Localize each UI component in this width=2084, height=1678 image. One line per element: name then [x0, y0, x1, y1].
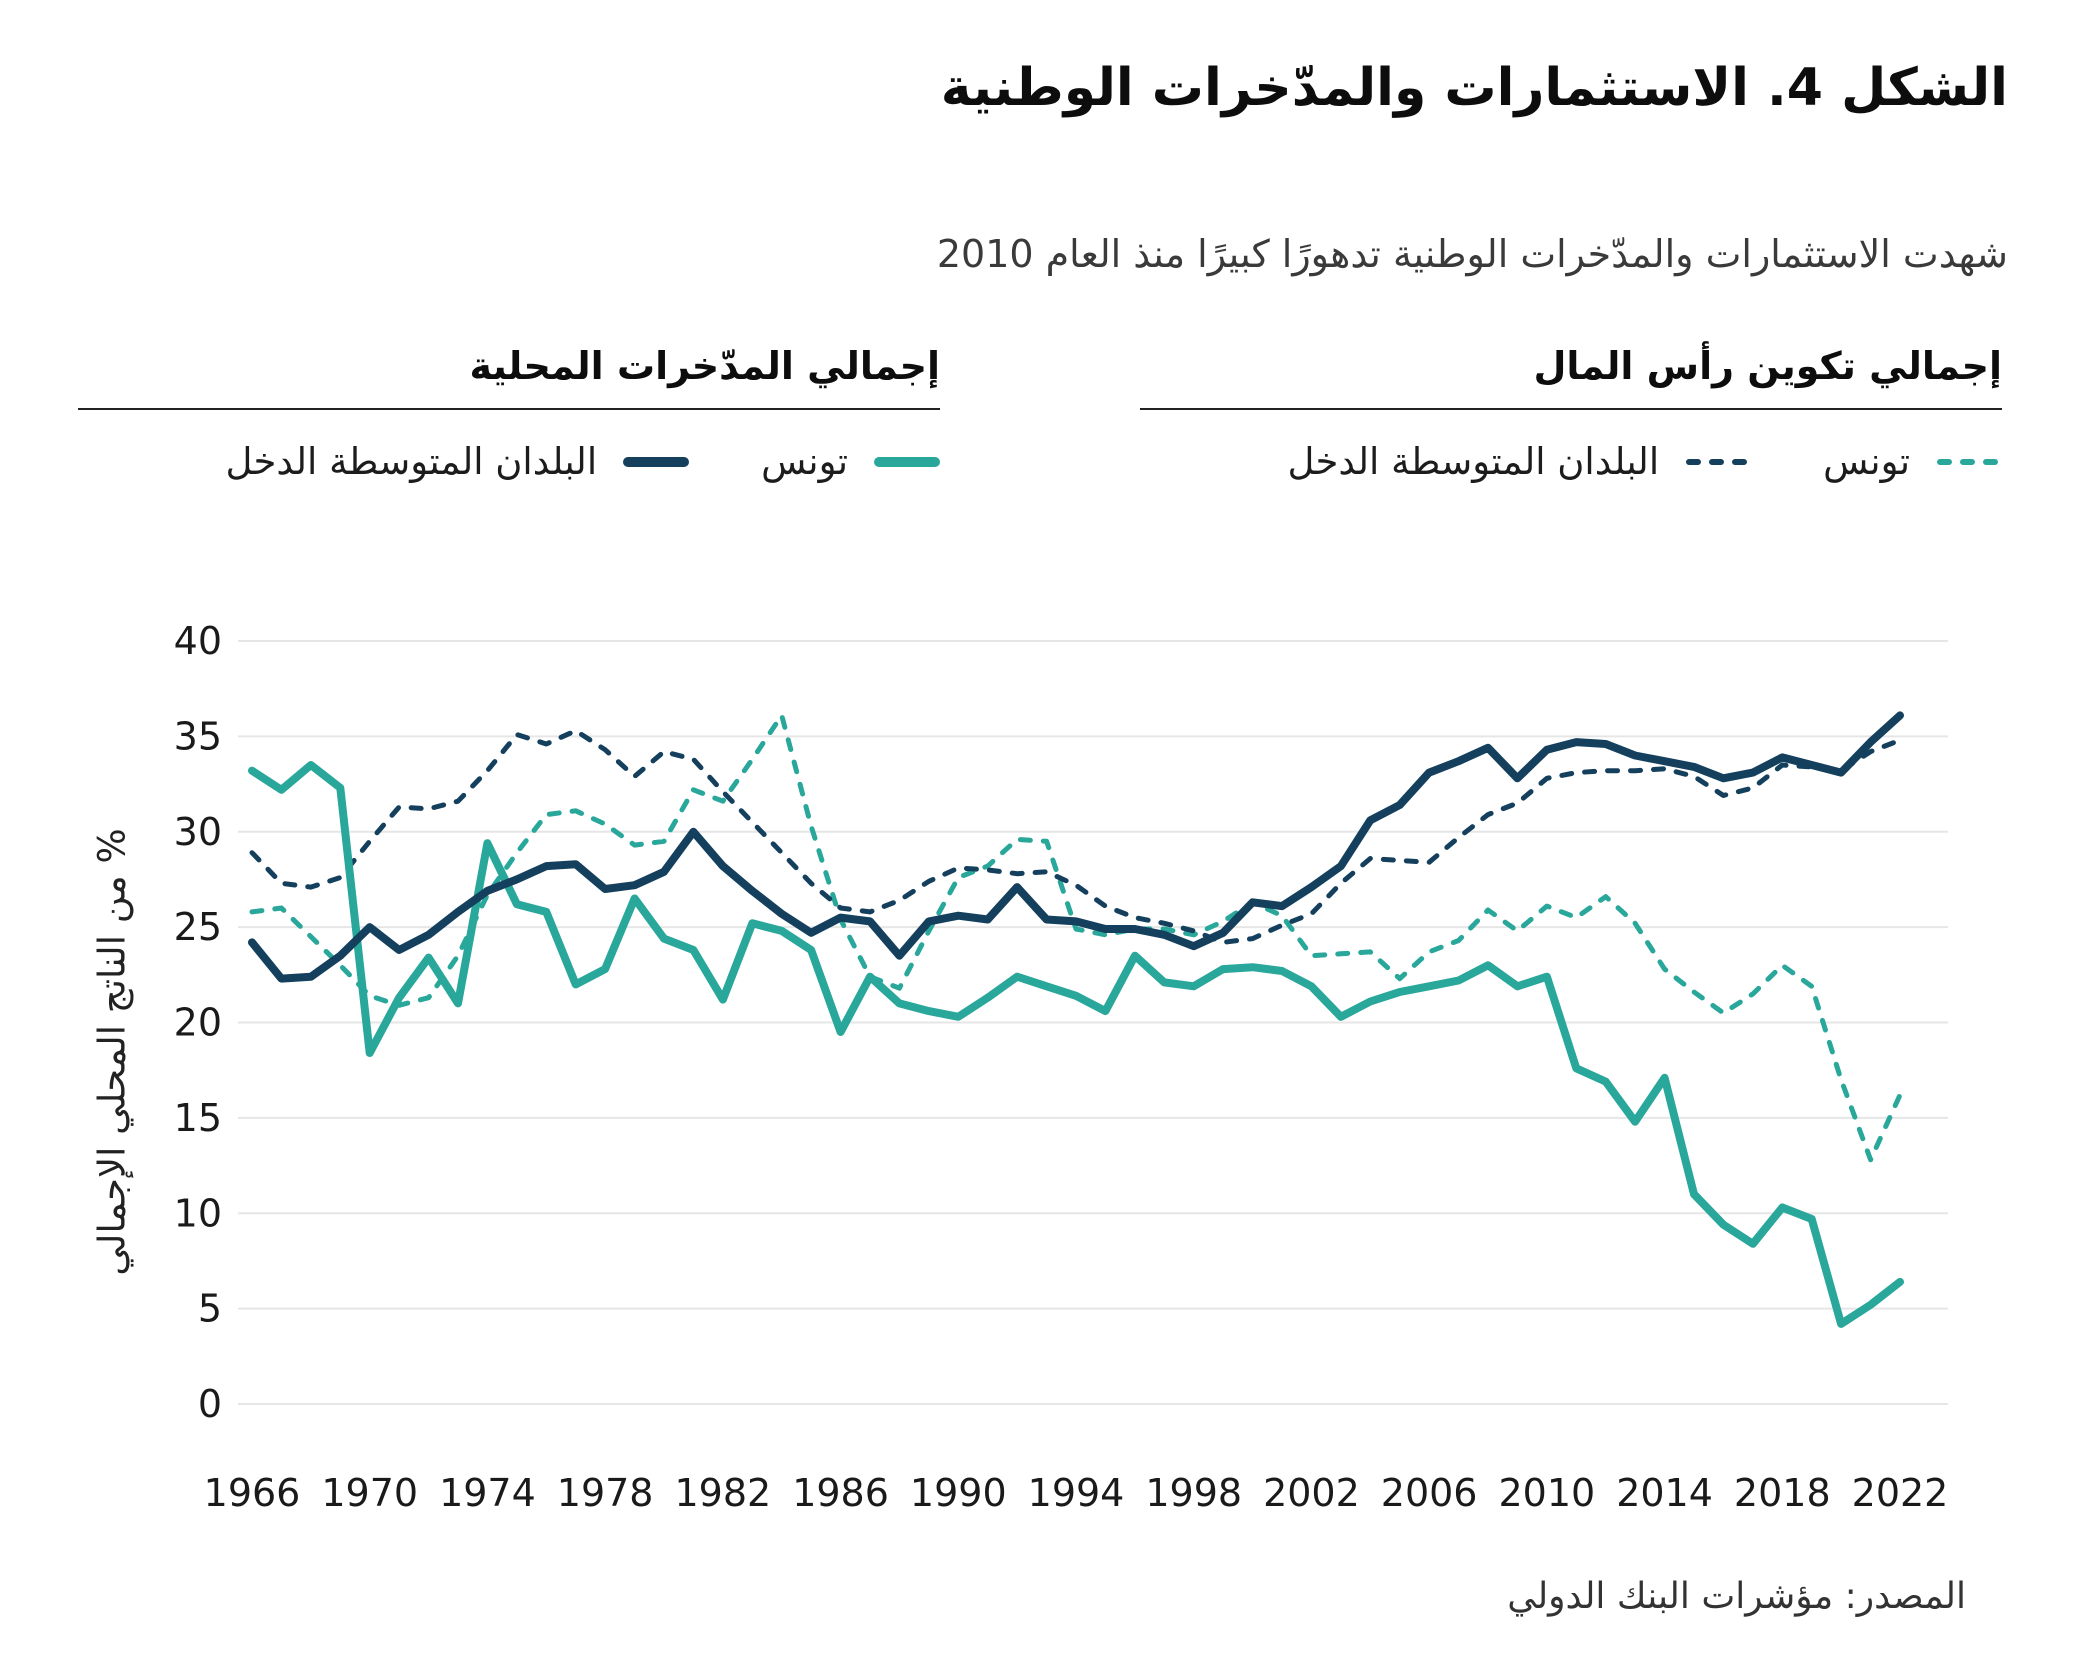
dashed-line-swatch-teal-icon [1937, 458, 2001, 465]
svg-text:2010: 2010 [1498, 1471, 1595, 1515]
legend-divider [78, 408, 940, 410]
legend-items: تونس البلدان المتوسطة الدخل [1140, 440, 2002, 483]
series-line-tunisia-gds [248, 761, 1904, 1328]
svg-text:10: 10 [174, 1191, 222, 1235]
svg-text:35: 35 [174, 714, 222, 758]
legend-item-mic-gcf: البلدان المتوسطة الدخل [1287, 440, 1751, 483]
legend-item-tunisia-gds: تونس [761, 440, 940, 483]
legend-group-title: إجمالي المدّخرات المحلية [469, 344, 940, 388]
legend-items: تونس البلدان المتوسطة الدخل [78, 440, 940, 483]
legend-group-title: إجمالي تكوين رأس المال [1533, 344, 2002, 388]
solid-line-swatch-teal-icon [874, 456, 940, 467]
x-tick-labels: 1966 1970 1974 1978 1982 1986 1990 1994 1998 2002… [204, 1471, 1949, 1515]
svg-text:1990: 1990 [910, 1471, 1007, 1515]
svg-text:1966: 1966 [204, 1471, 301, 1515]
svg-text:1982: 1982 [674, 1471, 771, 1515]
legend-group-capital-formation: إجمالي تكوين رأس المال تونس البلدان المت… [1140, 344, 2002, 483]
svg-text:1974: 1974 [439, 1471, 536, 1515]
svg-text:20: 20 [174, 1001, 222, 1045]
svg-text:1978: 1978 [557, 1471, 654, 1515]
legend-item-mic-gds: البلدان المتوسطة الدخل [225, 440, 690, 483]
svg-text:0: 0 [198, 1382, 222, 1426]
svg-text:30: 30 [174, 810, 222, 854]
solid-line-swatch-navy-icon [623, 456, 690, 467]
svg-text:1994: 1994 [1028, 1471, 1125, 1515]
svg-text:2014: 2014 [1616, 1471, 1713, 1515]
series-line-mic-gcf [249, 728, 1903, 945]
legend-label: تونس [761, 440, 848, 483]
legend-group-domestic-savings: إجمالي المدّخرات المحلية تونس البلدان ال… [78, 344, 940, 483]
svg-text:15: 15 [174, 1096, 222, 1140]
svg-text:2022: 2022 [1852, 1471, 1949, 1515]
y-tick-labels: 0 5 10 15 20 25 30 35 40 [174, 619, 222, 1426]
legend-divider [1140, 408, 2002, 410]
series-line-tunisia-gcf [249, 712, 1903, 1163]
gridlines [238, 640, 1948, 1405]
legend-label: تونس [1823, 440, 1910, 483]
figure-title: الشكل 4. الاستثمارات والمدّخرات الوطنية [940, 58, 2008, 118]
dashed-line-swatch-navy-icon [1686, 458, 1751, 465]
figure-subtitle: شهدت الاستثمارات والمدّخرات الوطنية تدهو… [936, 232, 2008, 276]
source-note: المصدر: مؤشرات البنك الدولي [1507, 1576, 1966, 1617]
svg-text:1970: 1970 [321, 1471, 418, 1515]
svg-text:5: 5 [198, 1287, 222, 1331]
series-line-mic-gds [248, 711, 1904, 983]
legend-item-tunisia-gcf: تونس [1823, 440, 2002, 483]
legend-label: البلدان المتوسطة الدخل [225, 440, 598, 483]
svg-text:1986: 1986 [792, 1471, 889, 1515]
svg-text:1998: 1998 [1145, 1471, 1242, 1515]
svg-text:25: 25 [174, 905, 222, 949]
legend-label: البلدان المتوسطة الدخل [1287, 440, 1660, 483]
svg-text:2018: 2018 [1734, 1471, 1831, 1515]
svg-text:2006: 2006 [1381, 1471, 1478, 1515]
svg-text:40: 40 [174, 619, 222, 663]
svg-text:2002: 2002 [1263, 1471, 1360, 1515]
